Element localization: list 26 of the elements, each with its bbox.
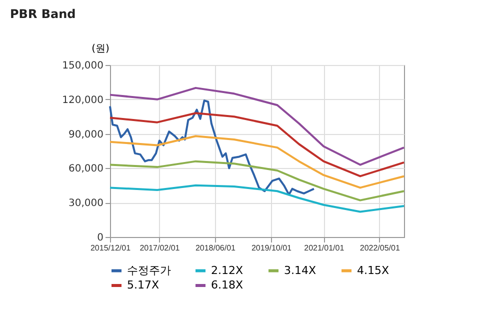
- line-series: [109, 160, 405, 202]
- x-tick-label: 2017/02/01: [140, 244, 180, 252]
- x-tick-label: 2018/06/01: [195, 244, 236, 252]
- x-tick-label: 2015/12/01: [90, 244, 132, 252]
- legend-label: 6.18X: [211, 278, 244, 292]
- chart-title: PBR Band: [10, 7, 76, 21]
- line-series: [109, 86, 405, 166]
- line-series: [109, 135, 405, 189]
- line-series: [109, 184, 405, 213]
- line-series: [109, 100, 315, 196]
- legend-label: 2.12X: [211, 264, 244, 277]
- legend-label: 5.17X: [127, 278, 160, 292]
- y-tick-label: 30,000: [68, 198, 104, 210]
- legend-label: 3.14X: [284, 264, 316, 277]
- y-tick-label: 0: [97, 232, 104, 244]
- x-tick-label: 2022/05/01: [360, 244, 400, 252]
- line-series: [109, 112, 405, 178]
- legend-label: 4.15X: [357, 264, 390, 277]
- y-tick-label: 150,000: [62, 60, 104, 72]
- y-tick-label: 90,000: [68, 129, 104, 140]
- x-tick-label: 2021/01/01: [304, 244, 345, 252]
- legend-label: 수정주가: [127, 264, 171, 277]
- y-axis-title: (원): [92, 44, 110, 54]
- x-tick-label: 2019/10/01: [251, 244, 292, 252]
- y-tick-label: 60,000: [68, 164, 104, 175]
- y-tick-label: 120,000: [62, 94, 104, 106]
